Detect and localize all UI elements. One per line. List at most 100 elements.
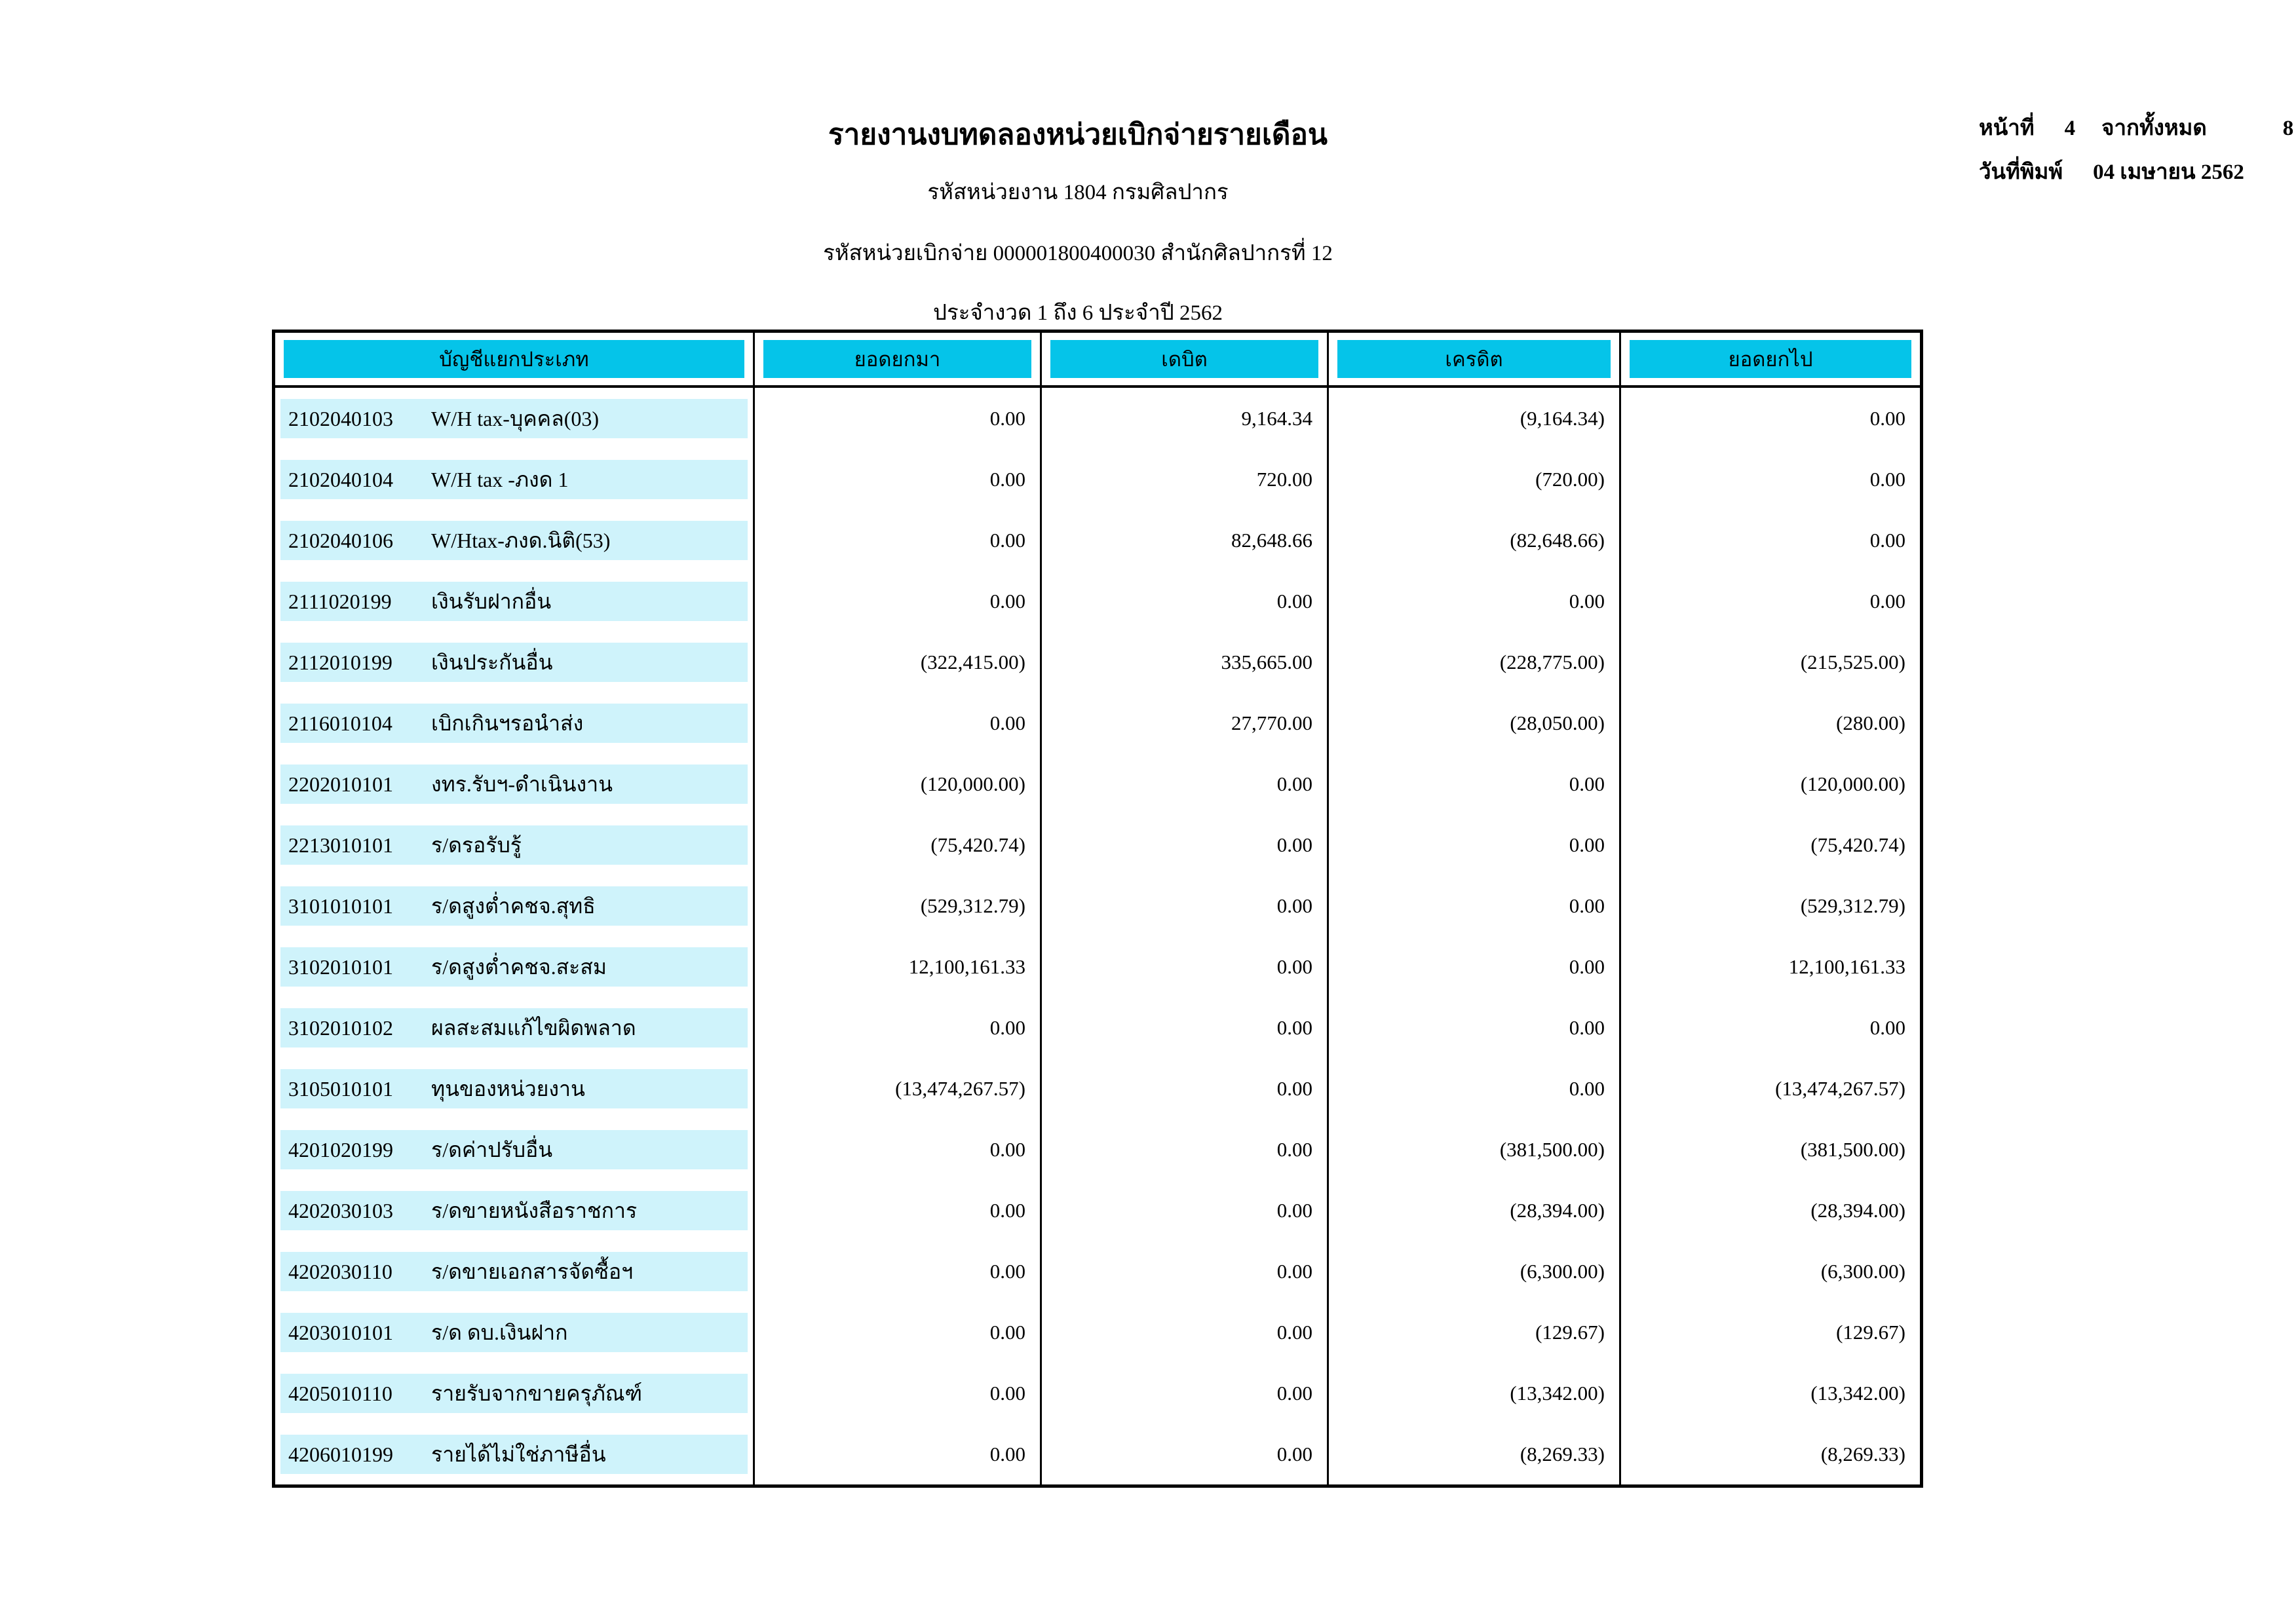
debit-cell-value: 0.00 bbox=[1276, 1321, 1312, 1344]
account-code: 4206010199 bbox=[288, 1442, 393, 1466]
closing-balance-cell: 0.00 bbox=[1621, 449, 1920, 510]
debit-cell-value: 0.00 bbox=[1276, 1016, 1312, 1039]
opening-balance-cell: 0.00 bbox=[755, 510, 1042, 571]
page-info: หน้าที่ 4 จากทั้งหมด 8 วันที่พิมพ์ 04 เมษายน… bbox=[1979, 110, 2293, 198]
opening-balance-cell: 0.00 bbox=[755, 449, 1042, 510]
opening-balance-cell-value: 12,100,161.33 bbox=[908, 955, 1025, 978]
account-code: 3102010101 bbox=[288, 954, 393, 979]
opening-balance-cell-value: 0.00 bbox=[989, 1321, 1025, 1344]
table-row: 3102010102 ผลสะสมแก้ไขผิดพลาด 0.00 0.00 0.00… bbox=[275, 997, 1920, 1058]
debit-cell-value: 9,164.34 bbox=[1241, 407, 1313, 430]
account-band: 3102010102 ผลสะสมแก้ไขผิดพลาด bbox=[280, 1008, 748, 1048]
account-name: ร/ด ดบ.เงินฝาก bbox=[431, 1320, 568, 1344]
debit-cell-value: 0.00 bbox=[1276, 1382, 1312, 1405]
account-band: 2102040106 W/Htax-ภงด.นิติ(53) bbox=[280, 521, 748, 560]
credit-cell-value: (720.00) bbox=[1535, 468, 1605, 491]
table-body: 2102040103 W/H tax-บุคคล(03) 0.00 9,164.34 (… bbox=[275, 388, 1920, 1484]
account-band: 2112010199 เงินประกันอื่น bbox=[280, 643, 748, 682]
account-cell: 2202010101 งทร.รับฯ-ดำเนินงาน bbox=[275, 753, 755, 814]
debit-cell: 720.00 bbox=[1042, 449, 1329, 510]
account-code: 4205010110 bbox=[288, 1381, 392, 1405]
account-name: รายรับจากขายครุภัณฑ์ bbox=[431, 1381, 643, 1405]
credit-cell-value: (28,394.00) bbox=[1510, 1199, 1605, 1222]
credit-cell: 0.00 bbox=[1329, 753, 1621, 814]
account-cell: 2102040106 W/Htax-ภงด.นิติ(53) bbox=[275, 510, 755, 571]
debit-cell: 0.00 bbox=[1042, 1363, 1329, 1424]
header-label-credit: เครดิต bbox=[1337, 340, 1611, 378]
credit-cell: 0.00 bbox=[1329, 814, 1621, 875]
account-name: ร/ดค่าปรับอื่น bbox=[431, 1137, 553, 1161]
credit-cell-value: (9,164.34) bbox=[1520, 407, 1605, 430]
account-cell: 4203010101 ร/ด ดบ.เงินฝาก bbox=[275, 1302, 755, 1363]
credit-cell: (381,500.00) bbox=[1329, 1119, 1621, 1180]
opening-balance-cell-value: 0.00 bbox=[989, 1260, 1025, 1283]
closing-balance-cell: (75,420.74) bbox=[1621, 814, 1920, 875]
account-cell: 3105010101 ทุนของหน่วยงาน bbox=[275, 1058, 755, 1119]
credit-cell: (28,394.00) bbox=[1329, 1180, 1621, 1241]
closing-balance-cell: (215,525.00) bbox=[1621, 632, 1920, 692]
account-cell: 2102040103 W/H tax-บุคคล(03) bbox=[275, 388, 755, 449]
credit-cell: 0.00 bbox=[1329, 936, 1621, 997]
closing-balance-cell: (529,312.79) bbox=[1621, 875, 1920, 936]
account-cell: 2116010104 เบิกเกินฯรอนำส่ง bbox=[275, 692, 755, 753]
credit-cell-value: (381,500.00) bbox=[1499, 1138, 1605, 1161]
account-cell: 3102010101 ร/ดสูงต่ำคชจ.สะสม bbox=[275, 936, 755, 997]
account-name: ร/ดสูงต่ำคชจ.สุทธิ bbox=[431, 894, 596, 918]
debit-cell: 0.00 bbox=[1042, 936, 1329, 997]
credit-cell-value: 0.00 bbox=[1569, 955, 1605, 978]
print-date-row: วันที่พิมพ์ 04 เมษายน 2562 bbox=[1979, 154, 2280, 189]
account-name: W/H tax -ภงด 1 bbox=[431, 467, 569, 491]
account-cell: 2213010101 ร/ดรอรับรู้ bbox=[275, 814, 755, 875]
total-pages: 8 bbox=[2282, 117, 2294, 140]
table-row: 4203010101 ร/ด ดบ.เงินฝาก 0.00 0.00 (129.67)… bbox=[275, 1302, 1920, 1363]
header-cell-debit: เดบิต bbox=[1042, 333, 1329, 388]
opening-balance-cell-value: 0.00 bbox=[989, 468, 1025, 491]
debit-cell: 0.00 bbox=[1042, 1424, 1329, 1484]
opening-balance-cell: 0.00 bbox=[755, 692, 1042, 753]
account-name: เบิกเกินฯรอนำส่ง bbox=[431, 711, 584, 735]
header-label-closing-balance: ยอดยกไป bbox=[1630, 340, 1911, 378]
credit-cell-value: 0.00 bbox=[1569, 1016, 1605, 1039]
closing-balance-cell-value: 0.00 bbox=[1869, 468, 1905, 491]
account-name: W/H tax-บุคคล(03) bbox=[431, 406, 599, 430]
credit-cell: 0.00 bbox=[1329, 875, 1621, 936]
opening-balance-cell: 0.00 bbox=[755, 1363, 1042, 1424]
table-row: 2112010199 เงินประกันอื่น (322,415.00) 335,… bbox=[275, 632, 1920, 692]
closing-balance-cell: (120,000.00) bbox=[1621, 753, 1920, 814]
opening-balance-cell-value: 0.00 bbox=[989, 1138, 1025, 1161]
account-code: 2116010104 bbox=[288, 711, 392, 735]
trial-balance-table: บัญชีแยกประเภท ยอดยกมา เดบิต เครดิต ยอดย… bbox=[272, 330, 1923, 1488]
debit-cell-value: 0.00 bbox=[1276, 772, 1312, 795]
table-row: 4201020199 ร/ดค่าปรับอื่น 0.00 0.00 (381,500… bbox=[275, 1119, 1920, 1180]
table-row: 3101010101 ร/ดสูงต่ำคชจ.สุทธิ (529,312.79)… bbox=[275, 875, 1920, 936]
account-name: W/Htax-ภงด.นิติ(53) bbox=[431, 528, 611, 552]
debit-cell: 335,665.00 bbox=[1042, 632, 1329, 692]
credit-cell-value: 0.00 bbox=[1569, 772, 1605, 795]
table-row: 4202030110 ร/ดขายเอกสารจัดซื้อฯ 0.00 0.00 (6… bbox=[275, 1241, 1920, 1302]
credit-cell: (720.00) bbox=[1329, 449, 1621, 510]
debit-cell: 0.00 bbox=[1042, 875, 1329, 936]
opening-balance-cell: (322,415.00) bbox=[755, 632, 1042, 692]
debit-cell: 82,648.66 bbox=[1042, 510, 1329, 571]
opening-balance-cell: (13,474,267.57) bbox=[755, 1058, 1042, 1119]
table-row: 4202030103 ร/ดขายหนังสือราชการ 0.00 0.00 (28… bbox=[275, 1180, 1920, 1241]
closing-balance-cell-value: (75,420.74) bbox=[1810, 833, 1905, 856]
debit-cell: 0.00 bbox=[1042, 997, 1329, 1058]
account-cell: 3102010102 ผลสะสมแก้ไขผิดพลาด bbox=[275, 997, 755, 1058]
credit-cell-value: (13,342.00) bbox=[1510, 1382, 1605, 1405]
credit-cell: (28,050.00) bbox=[1329, 692, 1621, 753]
header-cell-credit: เครดิต bbox=[1329, 333, 1621, 388]
account-name: ร/ดสูงต่ำคชจ.สะสม bbox=[431, 954, 607, 979]
account-band: 4202030103 ร/ดขายหนังสือราชการ bbox=[280, 1191, 748, 1230]
debit-cell-value: 0.00 bbox=[1276, 1077, 1312, 1100]
account-code: 2102040106 bbox=[288, 528, 393, 552]
closing-balance-cell-value: 0.00 bbox=[1869, 1016, 1905, 1039]
account-cell: 2111020199 เงินรับฝากอื่น bbox=[275, 571, 755, 632]
debit-cell-value: 0.00 bbox=[1276, 1260, 1312, 1283]
opening-balance-cell: (120,000.00) bbox=[755, 753, 1042, 814]
debit-cell-value: 0.00 bbox=[1276, 955, 1312, 978]
debit-cell-value: 27,770.00 bbox=[1231, 711, 1312, 734]
opening-balance-cell: 0.00 bbox=[755, 1424, 1042, 1484]
account-band: 2111020199 เงินรับฝากอื่น bbox=[280, 582, 748, 621]
